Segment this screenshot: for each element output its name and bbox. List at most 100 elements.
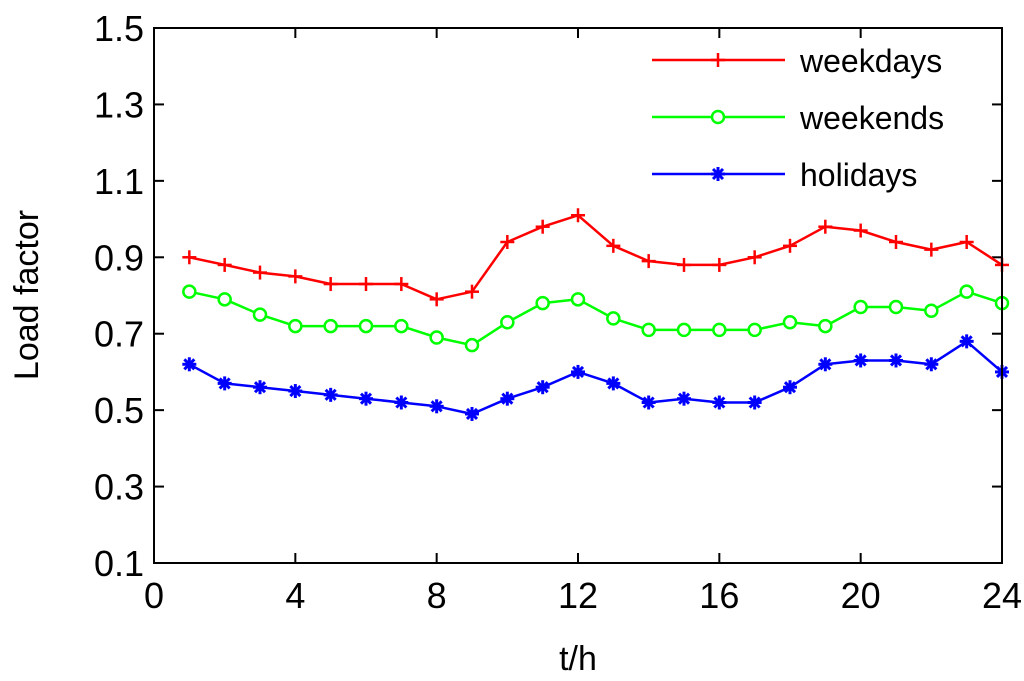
data-point-weekends xyxy=(535,295,550,311)
data-point-weekdays xyxy=(359,277,373,292)
data-point-weekends xyxy=(429,330,444,345)
data-point-weekends xyxy=(464,337,480,353)
data-point-weekends xyxy=(641,322,656,338)
data-point-weekdays xyxy=(959,235,974,249)
data-point-weekends xyxy=(182,284,197,299)
data-point-holidays xyxy=(182,357,197,372)
data-point-holidays xyxy=(783,380,797,395)
data-point-weekends xyxy=(853,299,868,315)
legend-label: weekends xyxy=(799,100,944,136)
data-point-holidays xyxy=(288,384,303,399)
data-point-weekdays xyxy=(783,238,797,253)
data-point-holidays xyxy=(853,353,868,368)
data-point-weekdays xyxy=(253,265,267,280)
data-point-weekends xyxy=(570,292,586,307)
data-point-holidays xyxy=(818,357,833,372)
data-point-holidays xyxy=(959,334,974,349)
data-point-weekends xyxy=(818,318,833,334)
y-tick-label: 0.3 xyxy=(94,467,144,508)
data-point-weekends xyxy=(252,307,268,322)
series-weekdays xyxy=(182,208,1009,307)
data-point-weekdays xyxy=(394,277,409,292)
y-tick-label: 0.1 xyxy=(94,543,144,584)
series-holidays xyxy=(182,334,1009,421)
data-point-holidays xyxy=(253,380,267,395)
data-point-weekdays xyxy=(500,235,515,249)
legend-label: holidays xyxy=(800,157,917,193)
data-point-holidays xyxy=(747,395,762,410)
data-point-weekends xyxy=(606,311,621,326)
legend-marker xyxy=(710,109,726,125)
y-tick-label: 1.3 xyxy=(94,84,144,125)
data-point-weekends xyxy=(323,318,338,334)
x-tick-label: 20 xyxy=(841,575,881,616)
y-tick-label: 1.1 xyxy=(94,161,144,202)
y-tick-label: 0.9 xyxy=(94,237,144,278)
data-point-weekdays xyxy=(323,277,338,292)
data-point-weekends xyxy=(782,315,798,330)
data-point-weekdays xyxy=(641,254,656,269)
data-point-holidays xyxy=(323,387,338,402)
data-point-weekdays xyxy=(182,250,197,265)
data-point-holidays xyxy=(924,357,939,372)
data-point-weekdays xyxy=(465,284,479,299)
data-point-weekends xyxy=(747,322,762,338)
data-point-holidays xyxy=(359,391,373,406)
y-tick-label: 1.5 xyxy=(94,8,144,49)
axis-ticks: 0.1 0.3 0.5 0.7 0.9 1.1 1.3 1.5 0 4 8 12 16 20 24 xyxy=(94,8,1022,616)
legend-marker xyxy=(711,53,725,67)
data-point-holidays xyxy=(394,395,409,410)
data-point-weekdays xyxy=(889,235,903,249)
data-point-weekdays xyxy=(606,238,621,253)
x-tick-label: 0 xyxy=(144,575,164,616)
series-weekends xyxy=(182,284,1010,353)
data-point-weekdays xyxy=(535,219,550,234)
data-point-weekends xyxy=(288,318,303,334)
data-point-weekends xyxy=(959,284,974,299)
data-point-weekends xyxy=(358,318,374,334)
x-tick-label: 16 xyxy=(699,575,739,616)
data-point-weekdays xyxy=(288,269,303,284)
data-point-holidays xyxy=(429,399,444,414)
legend-label: weekdays xyxy=(799,43,942,79)
data-point-weekdays xyxy=(924,242,939,257)
data-point-weekdays xyxy=(712,257,727,272)
data-point-weekdays xyxy=(747,250,762,265)
data-point-holidays xyxy=(677,391,691,406)
legend-marker xyxy=(711,167,725,181)
data-point-holidays xyxy=(465,406,479,421)
y-tick-label: 0.7 xyxy=(94,314,144,355)
legend-item-holidays: holidays xyxy=(652,157,917,193)
data-point-holidays xyxy=(641,395,656,410)
x-tick-label: 4 xyxy=(285,575,305,616)
data-point-weekdays xyxy=(677,257,691,272)
data-point-weekends xyxy=(888,299,904,315)
x-axis-label: t/h xyxy=(559,640,597,678)
data-point-weekdays xyxy=(818,219,833,234)
data-point-weekdays xyxy=(571,208,585,223)
data-point-weekends xyxy=(500,315,515,330)
legend-item-weekends: weekends xyxy=(652,100,944,136)
data-point-weekends xyxy=(924,303,939,319)
data-point-weekends xyxy=(217,292,232,307)
data-point-weekends xyxy=(394,318,409,334)
series-layer xyxy=(182,208,1010,421)
x-tick-label: 8 xyxy=(427,575,447,616)
plot-frame xyxy=(153,27,1003,564)
data-point-weekends xyxy=(676,322,692,338)
data-point-weekends xyxy=(712,322,727,338)
data-point-weekdays xyxy=(853,223,868,238)
data-point-holidays xyxy=(500,391,515,406)
series-line-weekdays xyxy=(189,214,1003,301)
data-point-holidays xyxy=(606,376,621,391)
data-point-holidays xyxy=(712,395,727,410)
x-tick-label: 12 xyxy=(558,575,598,616)
legend: weekdays weekends holidays xyxy=(652,43,944,193)
data-point-holidays xyxy=(889,353,903,368)
data-point-weekdays xyxy=(429,292,444,307)
y-axis-label: Load factor xyxy=(8,210,46,380)
x-tick-label: 24 xyxy=(982,575,1022,616)
y-tick-label: 0.5 xyxy=(94,390,144,431)
legend-item-weekdays: weekdays xyxy=(652,43,942,79)
